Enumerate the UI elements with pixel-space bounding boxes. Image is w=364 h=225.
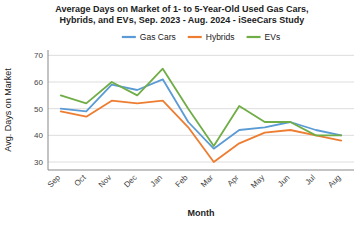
legend-label: Gas Cars: [140, 32, 176, 42]
x-tick-label: Feb: [174, 173, 191, 190]
grid-line: [48, 162, 354, 163]
y-axis-line: [48, 50, 49, 170]
x-axis-line: [48, 170, 354, 171]
series-group: [61, 69, 342, 162]
grid: [48, 55, 354, 162]
y-tick-label: 50: [34, 105, 43, 114]
legend-swatch: [122, 36, 136, 38]
chart-title: Average Days on Market of 1- to 5-Year-O…: [55, 4, 308, 25]
x-tick-label: Aug: [326, 173, 342, 189]
legend: Gas Cars Hybrids EVs: [122, 32, 280, 42]
series-line: [61, 101, 342, 162]
grid-line: [48, 108, 354, 109]
y-tick-label: 40: [34, 131, 43, 140]
x-tick-label: Jan: [149, 173, 164, 188]
chart-svg: Average Days on Market of 1- to 5-Year-O…: [0, 0, 364, 225]
y-tick-label: 70: [34, 51, 43, 60]
legend-label: Hybrids: [206, 32, 235, 42]
grid-line: [48, 82, 354, 83]
title-line: Average Days on Market of 1- to 5-Year-O…: [55, 4, 308, 14]
x-axis-label: Month: [188, 208, 215, 218]
y-tick-label: 30: [34, 158, 43, 167]
legend-swatch: [247, 36, 261, 38]
series-line: [61, 69, 342, 146]
x-tick-label: Mar: [199, 173, 215, 189]
x-tick-label: May: [249, 173, 266, 190]
x-tick-label: Sep: [46, 173, 63, 190]
legend-label: EVs: [265, 32, 281, 42]
title-line: Hybrids, and EVs, Sep. 2023 - Aug. 2024 …: [60, 15, 305, 25]
x-tick-label: Oct: [72, 173, 88, 189]
legend-swatch: [188, 36, 202, 38]
x-tick-label: Apr: [225, 173, 240, 188]
x-tick-label: Jun: [276, 173, 291, 188]
y-axis-label: Avg. Days on Market: [3, 68, 13, 152]
x-tick-label: Dec: [122, 173, 138, 189]
x-tick-label: Jul: [304, 173, 318, 187]
y-tick-label: 60: [34, 78, 43, 87]
grid-line: [48, 55, 354, 56]
x-tick-label: Nov: [97, 173, 113, 189]
chart-container: Average Days on Market of 1- to 5-Year-O…: [0, 0, 364, 225]
